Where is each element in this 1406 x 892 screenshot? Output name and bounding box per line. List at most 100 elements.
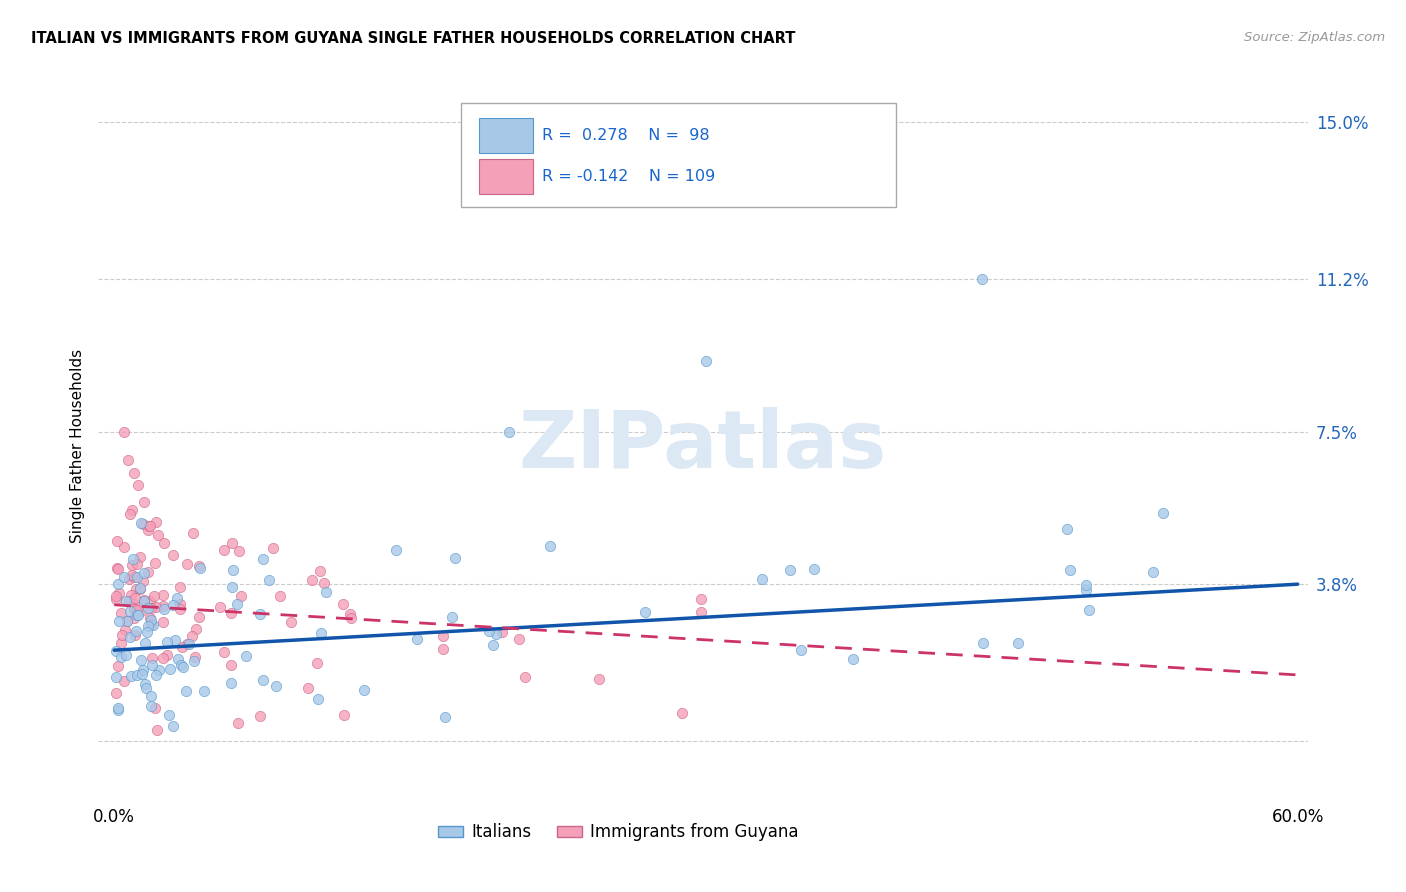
Point bbox=[184, 649, 207, 664]
Point bbox=[108, 614, 131, 628]
Point bbox=[114, 623, 136, 637]
Point bbox=[111, 628, 134, 642]
Point bbox=[153, 601, 176, 615]
Point bbox=[219, 657, 242, 672]
Point bbox=[143, 557, 166, 571]
Point bbox=[139, 689, 162, 703]
Point bbox=[166, 591, 188, 605]
Point bbox=[159, 662, 181, 676]
Point bbox=[634, 605, 657, 619]
Point bbox=[228, 544, 250, 558]
Text: ZIPatlas: ZIPatlas bbox=[519, 407, 887, 485]
Point bbox=[1074, 583, 1097, 598]
Point bbox=[441, 610, 464, 624]
Point bbox=[169, 580, 191, 594]
Point bbox=[1074, 578, 1097, 592]
Point bbox=[209, 600, 232, 615]
Text: R = -0.142    N = 109: R = -0.142 N = 109 bbox=[543, 169, 716, 184]
Point bbox=[110, 636, 132, 650]
Point bbox=[132, 574, 155, 588]
Point bbox=[176, 637, 198, 651]
Point bbox=[138, 518, 160, 533]
Point bbox=[790, 643, 813, 657]
Point bbox=[1078, 603, 1101, 617]
Point bbox=[125, 557, 148, 571]
Point bbox=[124, 591, 146, 606]
Point bbox=[107, 703, 129, 717]
Point bbox=[193, 684, 215, 698]
Point bbox=[145, 515, 167, 529]
Point bbox=[339, 611, 361, 625]
Point bbox=[152, 615, 174, 629]
Point bbox=[127, 478, 149, 492]
Point bbox=[129, 581, 152, 595]
Point bbox=[491, 624, 513, 639]
Point bbox=[117, 453, 139, 467]
Point bbox=[139, 616, 162, 631]
Point bbox=[134, 676, 156, 690]
Point bbox=[152, 599, 174, 613]
Point bbox=[307, 691, 329, 706]
Point bbox=[105, 644, 128, 658]
Point bbox=[508, 632, 530, 646]
Point bbox=[141, 658, 163, 673]
Point bbox=[152, 650, 174, 665]
Point bbox=[339, 607, 361, 622]
Point bbox=[124, 624, 146, 639]
Point bbox=[142, 617, 165, 632]
Point bbox=[188, 561, 211, 575]
Point bbox=[112, 674, 135, 689]
Point bbox=[128, 582, 150, 596]
Point bbox=[172, 660, 194, 674]
Point bbox=[132, 516, 155, 531]
Point bbox=[156, 648, 179, 662]
Point bbox=[118, 572, 141, 586]
Point bbox=[136, 523, 159, 537]
Point bbox=[165, 633, 187, 648]
Point bbox=[842, 186, 865, 200]
Point bbox=[129, 516, 152, 531]
Point bbox=[121, 503, 143, 517]
Point bbox=[433, 710, 456, 724]
Text: ITALIAN VS IMMIGRANTS FROM GUYANA SINGLE FATHER HOUSEHOLDS CORRELATION CHART: ITALIAN VS IMMIGRANTS FROM GUYANA SINGLE… bbox=[31, 31, 796, 46]
Point bbox=[166, 651, 188, 665]
Point bbox=[112, 541, 135, 555]
Text: R =  0.278    N =  98: R = 0.278 N = 98 bbox=[543, 128, 710, 143]
Point bbox=[110, 607, 132, 621]
Point bbox=[115, 614, 138, 628]
Point bbox=[118, 594, 141, 608]
Point bbox=[297, 681, 319, 695]
Point bbox=[132, 566, 155, 580]
Point bbox=[108, 586, 131, 600]
Point bbox=[136, 565, 159, 579]
Point bbox=[107, 577, 129, 591]
Point bbox=[222, 563, 245, 577]
Point bbox=[122, 466, 145, 480]
Point bbox=[588, 673, 610, 687]
Point bbox=[105, 589, 128, 603]
Point bbox=[252, 673, 274, 687]
Point bbox=[184, 623, 207, 637]
Point bbox=[1007, 636, 1029, 650]
Point bbox=[152, 588, 174, 602]
Point bbox=[122, 569, 145, 583]
Point bbox=[148, 663, 170, 677]
Point bbox=[139, 611, 162, 625]
Point bbox=[121, 568, 143, 582]
Point bbox=[125, 570, 148, 584]
Point bbox=[513, 670, 536, 684]
Point bbox=[125, 668, 148, 682]
Point bbox=[143, 701, 166, 715]
Point bbox=[139, 601, 162, 615]
Point bbox=[138, 594, 160, 608]
Point bbox=[127, 608, 149, 623]
Point bbox=[136, 625, 159, 640]
Point bbox=[695, 354, 717, 368]
Point bbox=[385, 543, 408, 558]
Point bbox=[138, 601, 160, 615]
Point bbox=[139, 613, 162, 627]
Point bbox=[305, 656, 328, 670]
Point bbox=[115, 593, 138, 607]
Point bbox=[124, 628, 146, 642]
Point bbox=[235, 648, 257, 663]
